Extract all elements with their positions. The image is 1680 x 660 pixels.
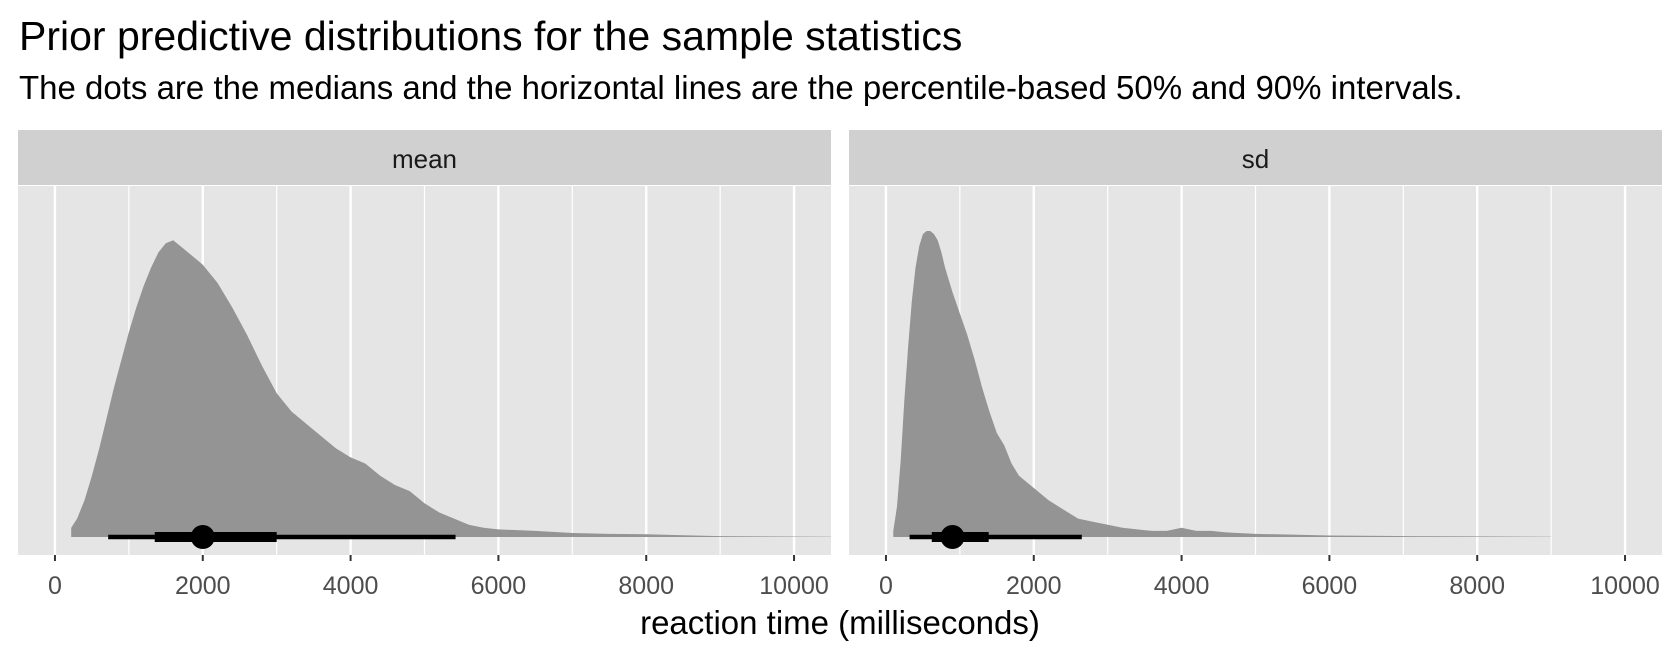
- x-tick-label: 10000: [759, 572, 829, 600]
- chart-subtitle: The dots are the medians and the horizon…: [19, 69, 1463, 106]
- x-tick-label: 8000: [1449, 572, 1505, 600]
- facet-label-mean: mean: [392, 144, 457, 174]
- x-tick-label: 6000: [471, 572, 527, 600]
- x-tick-label: 8000: [618, 572, 674, 600]
- x-tick-label: 0: [879, 572, 893, 600]
- density-area-mean: [71, 240, 831, 537]
- x-tick-label: 4000: [1154, 572, 1210, 600]
- x-tick-label: 10000: [1590, 572, 1660, 600]
- density-area-sd: [893, 231, 1552, 537]
- x-tick-label: 2000: [1006, 572, 1062, 600]
- x-tick-label: 0: [48, 572, 62, 600]
- median-point-sd: [940, 525, 965, 549]
- x-tick-label: 6000: [1302, 572, 1358, 600]
- median-point-mean: [190, 525, 215, 549]
- facet-strip-mean: [18, 130, 831, 185]
- chart-title: Prior predictive distributions for the s…: [19, 13, 963, 59]
- facet-label-sd: sd: [1242, 144, 1269, 174]
- x-tick-label: 4000: [323, 572, 379, 600]
- x-axis-title: reaction time (milliseconds): [640, 604, 1040, 641]
- facet-strip-sd: [849, 130, 1662, 185]
- x-tick-label: 2000: [175, 572, 231, 600]
